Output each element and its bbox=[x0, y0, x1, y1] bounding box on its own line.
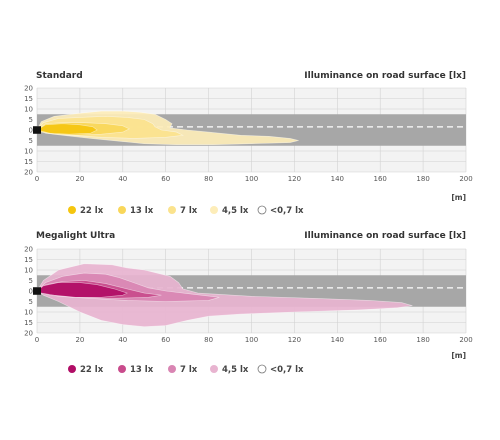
legend-item: 4,5 lx bbox=[210, 365, 249, 375]
legend-swatch bbox=[168, 206, 176, 214]
vehicle-marker bbox=[33, 287, 41, 295]
x-unit-label: [m] bbox=[451, 193, 466, 202]
legend: 22 lx 13 lx 7 lx 4,5 lx <0,7 lx bbox=[68, 205, 304, 216]
plot-area: 0 20 40 60 80 100 120 140 160 180 2002015105051015… bbox=[24, 246, 473, 345]
isolux-contour bbox=[36, 282, 128, 298]
y-tick-label: 15 bbox=[24, 256, 33, 264]
legend: 22 lx 13 lx 7 lx 4,5 lx <0,7 lx bbox=[68, 364, 304, 375]
legend-label: 22 lx bbox=[80, 206, 104, 216]
legend-item: <0,7 lx bbox=[257, 364, 304, 375]
y-tick-label: 20 bbox=[24, 330, 33, 338]
legend-swatch bbox=[257, 205, 267, 215]
y-tick-label: 20 bbox=[24, 246, 33, 254]
x-tick-label: 180 bbox=[416, 175, 429, 183]
x-tick-label: 60 bbox=[161, 336, 170, 344]
y-tick-label: 0 bbox=[29, 127, 33, 135]
x-tick-label: 180 bbox=[416, 336, 429, 344]
y-tick-label: 0 bbox=[29, 288, 33, 296]
x-tick-label: 120 bbox=[288, 336, 301, 344]
legend-swatch bbox=[210, 365, 218, 373]
legend-label: <0,7 lx bbox=[270, 365, 304, 375]
legend-swatch bbox=[168, 365, 176, 373]
legend-swatch bbox=[118, 206, 126, 214]
chart-title: Megalight Ultra bbox=[36, 231, 115, 241]
x-tick-label: 100 bbox=[245, 336, 258, 344]
legend-item: <0,7 lx bbox=[257, 205, 304, 216]
legend-item: 13 lx bbox=[118, 365, 154, 375]
legend-swatch bbox=[257, 364, 267, 374]
chart-title: Standard bbox=[36, 71, 83, 81]
x-tick-label: 80 bbox=[204, 175, 213, 183]
legend-swatch bbox=[68, 365, 76, 373]
x-tick-label: 100 bbox=[245, 175, 258, 183]
y-tick-label: 5 bbox=[29, 277, 33, 285]
y-tick-label: 15 bbox=[24, 319, 33, 327]
y-tick-label: 5 bbox=[29, 298, 33, 306]
x-tick-label: 200 bbox=[459, 175, 472, 183]
legend-item: 22 lx bbox=[68, 206, 104, 216]
y-tick-label: 5 bbox=[29, 116, 33, 124]
x-unit-label: [m] bbox=[451, 351, 466, 360]
legend-label: 4,5 lx bbox=[222, 365, 249, 375]
x-tick-label: 40 bbox=[118, 336, 127, 344]
x-tick-label: 160 bbox=[374, 175, 387, 183]
x-tick-label: 120 bbox=[288, 175, 301, 183]
x-tick-label: 60 bbox=[161, 175, 170, 183]
x-tick-label: 0 bbox=[35, 175, 39, 183]
vehicle-marker bbox=[33, 126, 41, 134]
legend-label: <0,7 lx bbox=[270, 206, 304, 216]
isolux-contour bbox=[36, 263, 413, 328]
legend-label: 13 lx bbox=[130, 365, 154, 375]
x-tick-label: 200 bbox=[459, 336, 472, 344]
megalight-ultra-beam-chart: Megalight Ultra Illuminance on road surf… bbox=[24, 231, 473, 375]
legend-item: 13 lx bbox=[118, 206, 154, 216]
legend-label: 7 lx bbox=[180, 206, 198, 216]
y-tick-label: 20 bbox=[24, 85, 33, 93]
isolux-contour bbox=[36, 123, 98, 135]
legend-item: 7 lx bbox=[168, 206, 198, 216]
x-tick-label: 140 bbox=[331, 175, 344, 183]
legend-item: 4,5 lx bbox=[210, 206, 249, 216]
standard-beam-chart: Standard Illuminance on road surface [lx… bbox=[24, 71, 473, 216]
plot-area: 0 20 40 60 80 100 120 140 160 180 2002015105051015… bbox=[24, 85, 473, 184]
x-tick-label: 40 bbox=[118, 175, 127, 183]
x-tick-label: 160 bbox=[374, 336, 387, 344]
legend-item: 22 lx bbox=[68, 365, 104, 375]
x-tick-label: 0 bbox=[35, 336, 39, 344]
y-tick-label: 10 bbox=[24, 267, 33, 275]
y-tick-label: 10 bbox=[24, 309, 33, 317]
legend-label: 22 lx bbox=[80, 365, 104, 375]
x-tick-label: 20 bbox=[75, 175, 84, 183]
chart-subtitle: Illuminance on road surface [lx] bbox=[304, 71, 466, 81]
y-tick-label: 5 bbox=[29, 137, 33, 145]
legend-label: 4,5 lx bbox=[222, 206, 249, 216]
y-tick-label: 10 bbox=[24, 148, 33, 156]
legend-swatch bbox=[210, 206, 218, 214]
y-tick-label: 20 bbox=[24, 169, 33, 177]
x-tick-label: 20 bbox=[75, 336, 84, 344]
y-tick-label: 15 bbox=[24, 158, 33, 166]
legend-swatch bbox=[68, 206, 76, 214]
y-tick-label: 15 bbox=[24, 95, 33, 103]
legend-swatch bbox=[118, 365, 126, 373]
x-tick-label: 140 bbox=[331, 336, 344, 344]
x-tick-label: 80 bbox=[204, 336, 213, 344]
legend-label: 7 lx bbox=[180, 365, 198, 375]
legend-label: 13 lx bbox=[130, 206, 154, 216]
y-tick-label: 10 bbox=[24, 106, 33, 114]
chart-subtitle: Illuminance on road surface [lx] bbox=[304, 231, 466, 241]
legend-item: 7 lx bbox=[168, 365, 198, 375]
